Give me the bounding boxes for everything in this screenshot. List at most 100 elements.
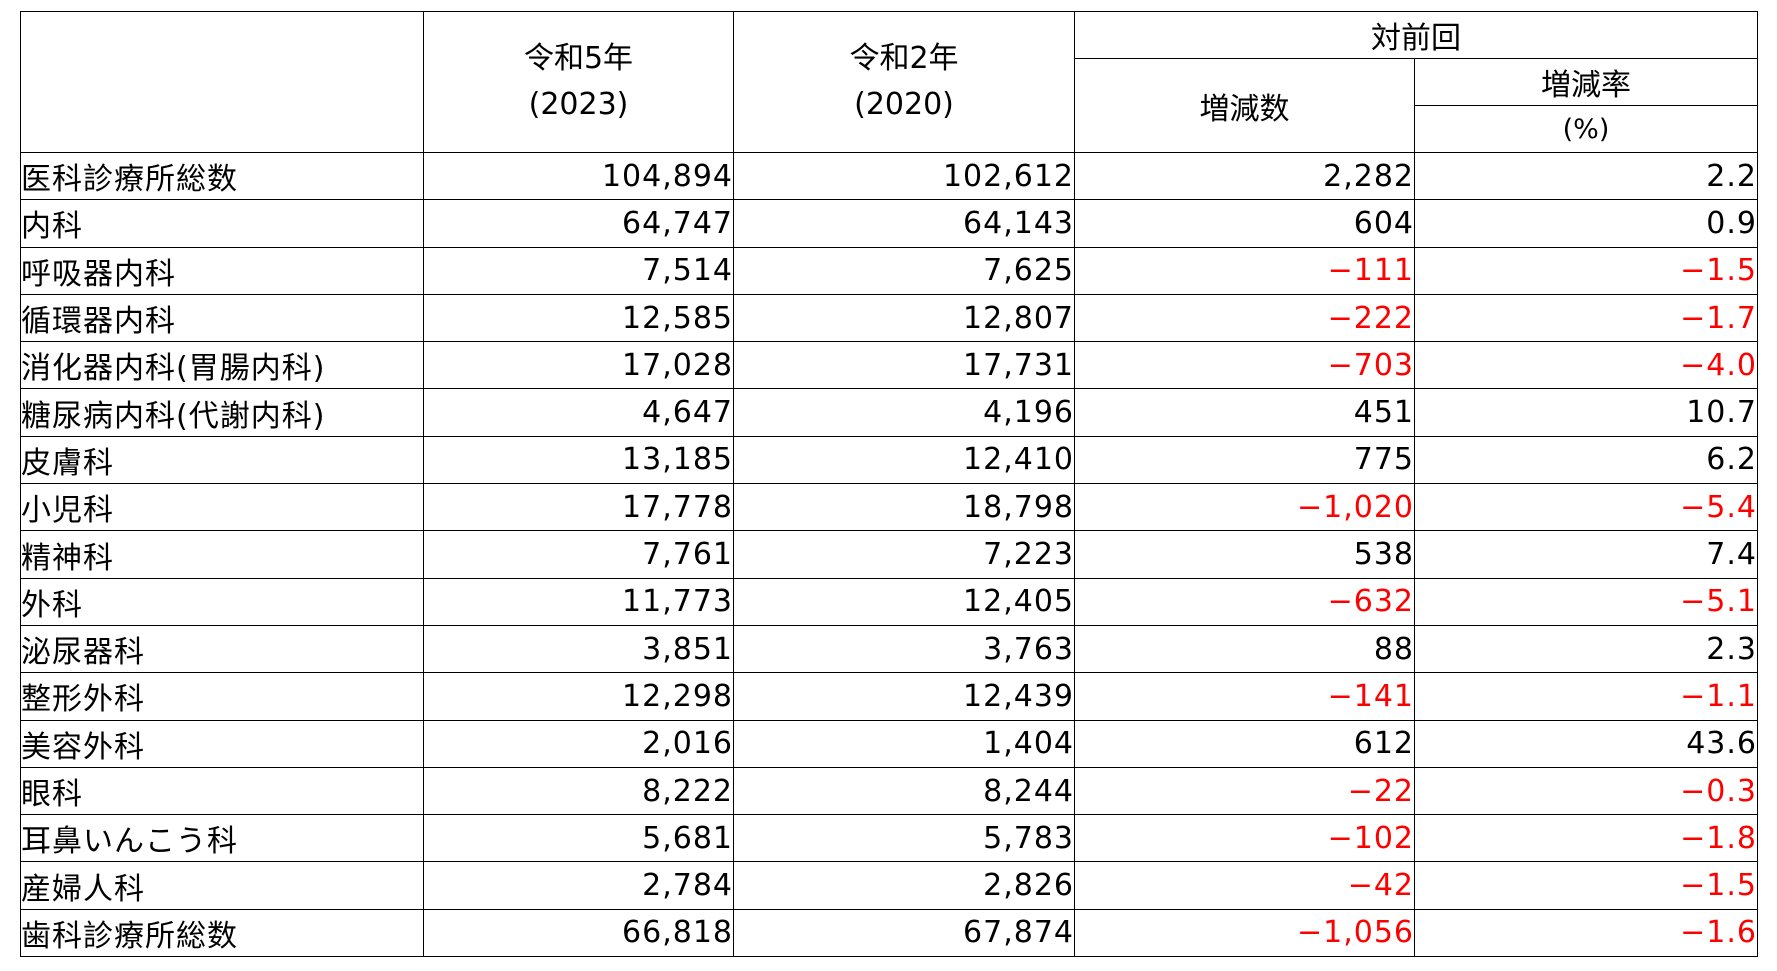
header-r2: 令和2年 (2020) <box>733 11 1075 153</box>
header-rate-unit: (%) <box>1414 105 1758 153</box>
row-r5-cell: 4,647 <box>423 388 734 437</box>
table-row: 小児科 17,778 18,798 −1,020 −5.4 <box>20 483 1758 532</box>
row-name-cell: 内科 <box>20 199 424 248</box>
table-row: 泌尿器科 3,851 3,763 88 2.3 <box>20 624 1758 674</box>
row-diff-cell: 538 <box>1074 530 1415 579</box>
row-rate-cell: 2.3 <box>1414 624 1758 674</box>
row-r2-cell: 12,807 <box>733 293 1075 343</box>
row-diff-cell: 2,282 <box>1074 151 1415 201</box>
row-diff-cell: −42 <box>1074 861 1415 910</box>
row-name-cell: 整形外科 <box>20 672 424 721</box>
table-row: 眼科 8,222 8,244 −22 −0.3 <box>20 766 1758 816</box>
row-r2-cell: 5,783 <box>733 814 1075 863</box>
row-r2-cell: 12,439 <box>733 672 1075 721</box>
row-r5-cell: 8,222 <box>423 766 734 816</box>
row-diff-cell: −222 <box>1074 293 1415 343</box>
row-r2-cell: 3,763 <box>733 624 1075 674</box>
row-name-cell: 美容外科 <box>20 719 424 768</box>
row-diff-cell: −102 <box>1074 814 1415 863</box>
row-r2-cell: 4,196 <box>733 388 1075 437</box>
header-diff: 増減数 <box>1074 58 1415 153</box>
row-r2-cell: 12,405 <box>733 577 1075 626</box>
row-r5-cell: 17,778 <box>423 483 734 532</box>
row-diff-cell: 451 <box>1074 388 1415 437</box>
row-r5-cell: 104,894 <box>423 151 734 201</box>
row-r2-cell: 7,223 <box>733 530 1075 579</box>
row-name-cell: 循環器内科 <box>20 293 424 343</box>
row-rate-cell: 43.6 <box>1414 719 1758 768</box>
row-r2-cell: 17,731 <box>733 341 1075 390</box>
row-rate-cell: −5.1 <box>1414 577 1758 626</box>
row-rate-cell: −5.4 <box>1414 483 1758 532</box>
row-name-cell: 外科 <box>20 577 424 626</box>
table-row: 糖尿病内科(代謝内科) 4,647 4,196 451 10.7 <box>20 388 1758 437</box>
row-diff-cell: −141 <box>1074 672 1415 721</box>
row-r5-cell: 66,818 <box>423 908 734 958</box>
row-diff-cell: −22 <box>1074 766 1415 816</box>
row-diff-cell: −703 <box>1074 341 1415 390</box>
row-rate-cell: −4.0 <box>1414 341 1758 390</box>
row-name-cell: 泌尿器科 <box>20 624 424 674</box>
row-r5-cell: 13,185 <box>423 435 734 485</box>
row-r5-cell: 11,773 <box>423 577 734 626</box>
header-r5-year: (2023) <box>528 87 629 122</box>
table-row: 産婦人科 2,784 2,826 −42 −1.5 <box>20 861 1758 910</box>
row-r2-cell: 1,404 <box>733 719 1075 768</box>
row-r5-cell: 12,585 <box>423 293 734 343</box>
row-r5-cell: 3,851 <box>423 624 734 674</box>
row-rate-cell: 2.2 <box>1414 151 1758 201</box>
row-name-cell: 呼吸器内科 <box>20 246 424 295</box>
row-r2-cell: 67,874 <box>733 908 1075 958</box>
table-row: 歯科診療所総数 66,818 67,874 −1,056 −1.6 <box>20 908 1758 958</box>
table-row: 呼吸器内科 7,514 7,625 −111 −1.5 <box>20 246 1758 295</box>
row-rate-cell: 10.7 <box>1414 388 1758 437</box>
row-rate-cell: −1.6 <box>1414 908 1758 958</box>
header-rate: 増減率 <box>1414 58 1758 106</box>
header-r5: 令和5年 (2023) <box>423 11 734 153</box>
row-r5-cell: 12,298 <box>423 672 734 721</box>
header-corner-cell <box>20 11 424 153</box>
row-diff-cell: 612 <box>1074 719 1415 768</box>
row-rate-cell: −1.8 <box>1414 814 1758 863</box>
row-r2-cell: 102,612 <box>733 151 1075 201</box>
table-row: 美容外科 2,016 1,404 612 43.6 <box>20 719 1758 768</box>
row-rate-cell: −1.5 <box>1414 246 1758 295</box>
row-name-cell: 医科診療所総数 <box>20 151 424 201</box>
table-row: 内科 64,747 64,143 604 0.9 <box>20 199 1758 248</box>
header-r2-year: (2020) <box>854 87 954 122</box>
row-name-cell: 眼科 <box>20 766 424 816</box>
row-rate-cell: −1.7 <box>1414 293 1758 343</box>
table-row: 外科 11,773 12,405 −632 −5.1 <box>20 577 1758 626</box>
row-diff-cell: 88 <box>1074 624 1415 674</box>
row-r5-cell: 2,016 <box>423 719 734 768</box>
row-r2-cell: 2,826 <box>733 861 1075 910</box>
row-rate-cell: −1.5 <box>1414 861 1758 910</box>
row-r5-cell: 5,681 <box>423 814 734 863</box>
row-name-cell: 耳鼻いんこう科 <box>20 814 424 863</box>
row-rate-cell: 6.2 <box>1414 435 1758 485</box>
table-body: 医科診療所総数 104,894 102,612 2,282 2.2 内科 64,747 64,… <box>20 151 1758 958</box>
row-diff-cell: −632 <box>1074 577 1415 626</box>
row-r2-cell: 18,798 <box>733 483 1075 532</box>
row-rate-cell: −1.1 <box>1414 672 1758 721</box>
header-r5-era: 令和5年 <box>523 41 634 76</box>
row-r5-cell: 7,514 <box>423 246 734 295</box>
row-diff-cell: −1,056 <box>1074 908 1415 958</box>
row-r5-cell: 17,028 <box>423 341 734 390</box>
row-rate-cell: 7.4 <box>1414 530 1758 579</box>
table-row: 整形外科 12,298 12,439 −141 −1.1 <box>20 672 1758 721</box>
clinic-count-table: 令和5年 (2023) 令和2年 (2020) 対前回 増減数 増減率 (%) … <box>20 11 1758 958</box>
row-r5-cell: 7,761 <box>423 530 734 579</box>
table-row: 耳鼻いんこう科 5,681 5,783 −102 −1.8 <box>20 814 1758 863</box>
header-r2-era: 令和2年 <box>849 41 959 76</box>
row-name-cell: 精神科 <box>20 530 424 579</box>
row-name-cell: 消化器内科(胃腸内科) <box>20 341 424 390</box>
row-r2-cell: 7,625 <box>733 246 1075 295</box>
row-name-cell: 糖尿病内科(代謝内科) <box>20 388 424 437</box>
row-r5-cell: 64,747 <box>423 199 734 248</box>
row-name-cell: 歯科診療所総数 <box>20 908 424 958</box>
table-header: 令和5年 (2023) 令和2年 (2020) 対前回 増減数 増減率 (%) <box>20 11 1758 153</box>
row-name-cell: 産婦人科 <box>20 861 424 910</box>
table-row: 消化器内科(胃腸内科) 17,028 17,731 −703 −4.0 <box>20 341 1758 390</box>
row-diff-cell: −1,020 <box>1074 483 1415 532</box>
